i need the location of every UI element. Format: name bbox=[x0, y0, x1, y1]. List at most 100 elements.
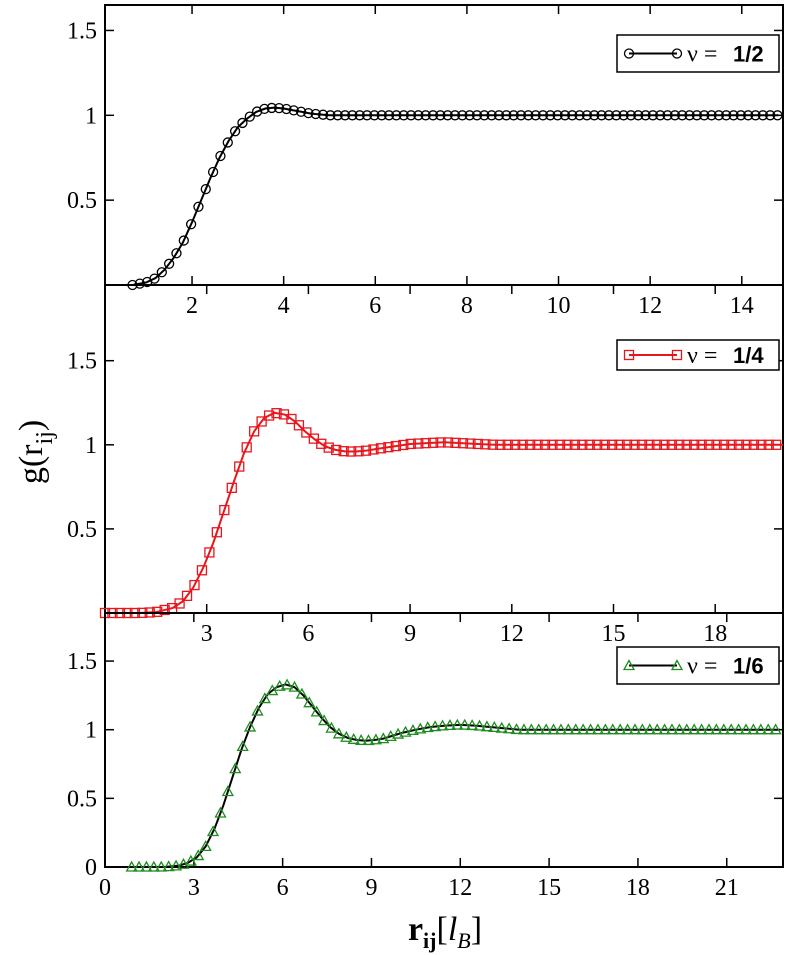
data-point bbox=[733, 439, 745, 450]
data-point bbox=[192, 849, 205, 861]
x-tick-label: 3 bbox=[188, 875, 200, 901]
data-point bbox=[473, 719, 486, 731]
data-point bbox=[523, 110, 534, 121]
legend-nu-label: ν = bbox=[687, 654, 717, 680]
data-point bbox=[554, 439, 566, 450]
data-point bbox=[611, 110, 622, 121]
data-point bbox=[266, 102, 277, 114]
data-point bbox=[584, 723, 597, 735]
data-point bbox=[747, 723, 760, 735]
data-point bbox=[771, 439, 782, 450]
data-point bbox=[562, 723, 575, 735]
data-point bbox=[493, 110, 505, 121]
data-point bbox=[196, 565, 208, 576]
data-point bbox=[741, 439, 752, 450]
data-point bbox=[340, 730, 353, 742]
data-point bbox=[643, 723, 656, 735]
data-point bbox=[606, 723, 619, 735]
data-point bbox=[184, 854, 197, 866]
y-tick-label: 1 bbox=[85, 718, 97, 744]
data-point bbox=[383, 110, 395, 121]
data-point bbox=[377, 732, 390, 744]
data-point bbox=[599, 439, 610, 450]
data-point bbox=[599, 723, 612, 735]
data-point bbox=[487, 439, 498, 450]
data-point bbox=[398, 110, 409, 121]
data-point bbox=[204, 547, 215, 558]
data-point bbox=[674, 439, 685, 450]
data-point bbox=[706, 110, 717, 121]
series-line bbox=[131, 683, 781, 868]
data-point bbox=[713, 110, 725, 121]
data-point bbox=[353, 446, 364, 457]
data-point bbox=[651, 723, 664, 735]
data-point bbox=[658, 723, 671, 735]
data-point bbox=[174, 598, 185, 609]
data-point bbox=[376, 110, 387, 121]
data-point bbox=[391, 110, 402, 121]
data-point bbox=[501, 110, 512, 121]
data-point bbox=[640, 110, 651, 121]
data-point bbox=[508, 110, 519, 121]
data-point bbox=[369, 733, 383, 745]
data-point bbox=[362, 734, 375, 746]
data-point bbox=[171, 248, 182, 259]
data-point bbox=[479, 110, 490, 121]
data-point bbox=[530, 110, 541, 121]
y-tick-label: 1 bbox=[85, 103, 97, 129]
data-point bbox=[308, 433, 319, 444]
data-point bbox=[249, 426, 260, 437]
data-point bbox=[673, 723, 686, 735]
x-tick-label: 9 bbox=[404, 621, 416, 647]
data-point bbox=[323, 442, 334, 453]
data-point bbox=[383, 442, 394, 453]
y-tick-label: 1.5 bbox=[67, 649, 97, 675]
data-point bbox=[591, 723, 605, 735]
data-point bbox=[450, 437, 461, 448]
data-point bbox=[695, 723, 708, 735]
data-point bbox=[193, 201, 204, 212]
data-point bbox=[480, 720, 494, 732]
y-tick-label: 0.5 bbox=[67, 786, 97, 812]
data-point bbox=[691, 110, 703, 121]
data-point bbox=[728, 110, 739, 121]
x-tick-label: 12 bbox=[500, 621, 524, 647]
y-tick-label: 1.5 bbox=[67, 349, 97, 375]
data-point bbox=[339, 110, 351, 121]
x-tick-label: 10 bbox=[547, 293, 571, 319]
data-point bbox=[743, 110, 754, 121]
data-point bbox=[621, 439, 633, 450]
data-point bbox=[303, 107, 314, 119]
data-point bbox=[288, 105, 299, 116]
panel-middle: 3 6 9 12 15 18 0.5 1 1.5 ν = 1/4 bbox=[67, 284, 784, 647]
data-point bbox=[665, 723, 679, 735]
data-point bbox=[237, 117, 248, 129]
legend-marker bbox=[622, 659, 636, 671]
data-point bbox=[532, 723, 545, 735]
x-tick-label: 6 bbox=[369, 293, 381, 319]
y-tick-label: 1 bbox=[85, 433, 97, 459]
x-tick-label: 2 bbox=[186, 293, 198, 319]
data-point bbox=[263, 410, 275, 421]
data-point bbox=[281, 103, 292, 115]
data-point bbox=[125, 860, 138, 872]
data-point bbox=[721, 110, 732, 121]
data-point bbox=[369, 110, 380, 121]
data-point bbox=[684, 110, 695, 121]
data-point bbox=[457, 110, 468, 121]
data-point bbox=[577, 723, 590, 735]
data-point bbox=[666, 439, 677, 450]
data-point bbox=[226, 482, 237, 494]
data-point bbox=[211, 527, 223, 538]
data-point bbox=[421, 721, 434, 733]
data-point bbox=[219, 504, 230, 516]
data-point bbox=[702, 723, 716, 735]
data-point bbox=[688, 723, 701, 735]
data-point bbox=[603, 110, 615, 121]
data-point bbox=[221, 785, 234, 797]
data-point bbox=[331, 444, 342, 456]
data-point bbox=[644, 439, 655, 450]
x-tick-label: 6 bbox=[277, 875, 289, 901]
data-point bbox=[589, 110, 600, 121]
